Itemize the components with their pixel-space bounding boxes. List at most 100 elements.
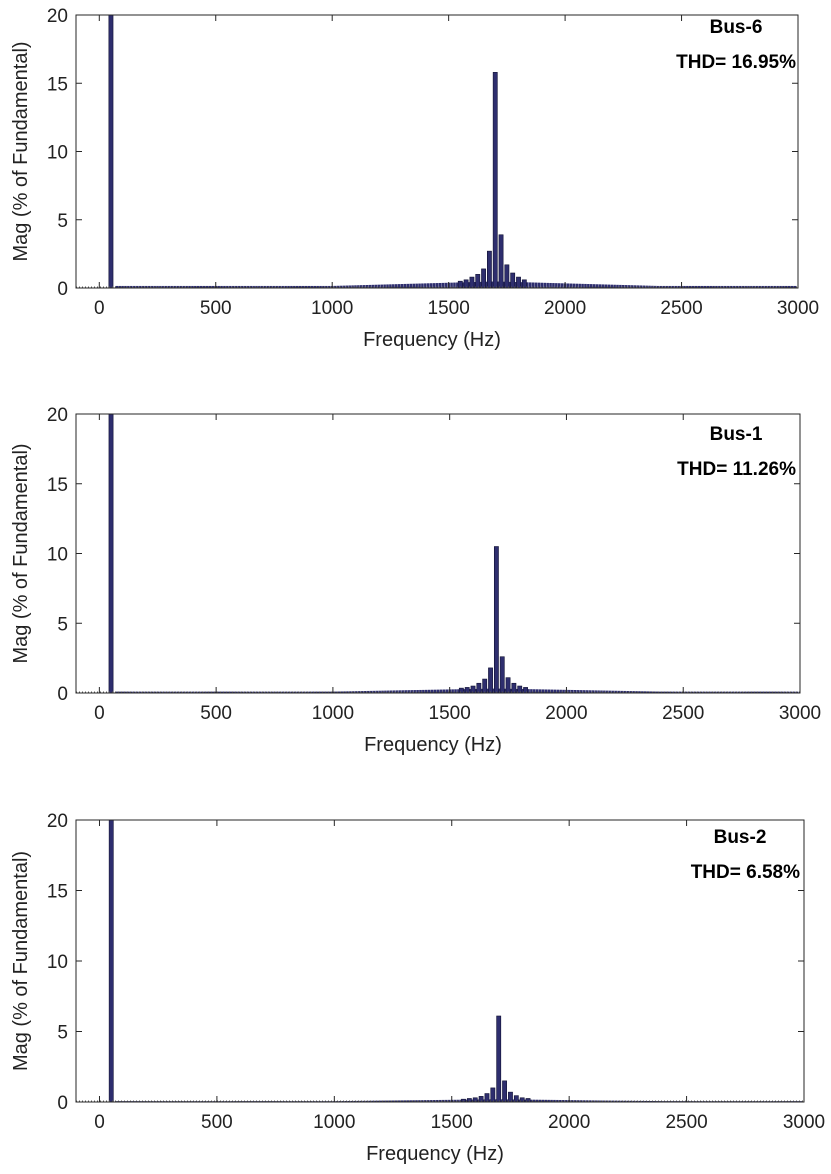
- y-tick-label: 15: [47, 882, 68, 903]
- floor-bar: [422, 689, 425, 693]
- floor-bar: [632, 1100, 636, 1102]
- floor-bar: [541, 689, 545, 693]
- floor-bar: [368, 1100, 371, 1102]
- floor-bar: [641, 691, 644, 693]
- x-axis-label: Frequency (Hz): [363, 329, 501, 351]
- bar-group: [108, 414, 799, 693]
- floor-bar: [272, 285, 276, 288]
- floor-bar: [781, 691, 784, 693]
- floor-bar: [115, 285, 119, 288]
- floor-bar: [235, 691, 238, 693]
- bar: [508, 1091, 513, 1102]
- bar: [521, 279, 527, 288]
- floor-bar: [729, 285, 733, 288]
- floor-bar: [237, 285, 241, 288]
- floor-bar: [371, 1100, 374, 1102]
- floor-bar: [560, 283, 564, 288]
- floor-bar: [359, 1100, 363, 1102]
- floor-bar: [397, 284, 401, 288]
- x-tick-label: 1500: [431, 1112, 473, 1133]
- floor-bar: [543, 282, 547, 288]
- floor-bar: [433, 689, 437, 693]
- floor-bar: [442, 689, 446, 693]
- floor-bar: [688, 285, 692, 288]
- floor-bar: [496, 281, 500, 288]
- floor-bar: [354, 691, 358, 693]
- floor-bar: [185, 285, 188, 288]
- floor-bar: [424, 1100, 427, 1102]
- axes-box: [75, 413, 801, 694]
- floor-bar: [346, 691, 349, 693]
- floor-bar: [130, 285, 133, 288]
- floor-bar: [776, 285, 779, 288]
- floor-bar: [624, 285, 628, 288]
- floor-bar: [787, 285, 791, 288]
- floor-bar: [394, 284, 398, 288]
- floor-bar: [310, 285, 314, 288]
- floor-bar: [457, 689, 460, 693]
- floor-bar: [647, 1100, 650, 1102]
- x-tick-label: 1000: [312, 703, 354, 724]
- floor-bar: [205, 285, 209, 288]
- floor-bar: [544, 1099, 547, 1102]
- floor-bar: [416, 690, 419, 693]
- floor-bar: [426, 1100, 430, 1102]
- floor-bar: [391, 1100, 395, 1102]
- floor-bar: [115, 691, 119, 693]
- floor-bar: [619, 284, 622, 288]
- floor-bar: [206, 691, 209, 693]
- floor-bar: [661, 691, 665, 693]
- floor-bar: [229, 285, 232, 288]
- floor-bar: [576, 690, 580, 693]
- bar: [492, 72, 498, 288]
- floor-bar: [232, 691, 235, 693]
- floor-bar: [439, 689, 443, 693]
- bar: [488, 667, 493, 693]
- floor-bar: [121, 691, 125, 693]
- floor-bar: [610, 284, 613, 288]
- floor-bar: [740, 691, 743, 693]
- floor-bar: [322, 285, 325, 288]
- floor-bar: [413, 690, 416, 693]
- floor-bar: [474, 688, 478, 693]
- floor-bar: [432, 283, 436, 288]
- floor-bar: [220, 285, 223, 288]
- floor-bar: [721, 285, 724, 288]
- floor-bar: [709, 285, 712, 288]
- floor-bar: [424, 283, 427, 288]
- floor-bar: [790, 285, 794, 288]
- floor-bar: [400, 1100, 404, 1102]
- floor-bar: [327, 285, 331, 288]
- floor-bar: [217, 691, 221, 693]
- floor-bar: [311, 691, 314, 693]
- floor-bar: [314, 691, 317, 693]
- floor-bar: [630, 285, 634, 288]
- floor-bar: [127, 691, 130, 693]
- bar: [510, 272, 516, 288]
- floor-bar: [418, 1100, 421, 1102]
- floor-bar: [138, 285, 142, 288]
- bar: [505, 677, 511, 693]
- floor-bar: [479, 281, 482, 288]
- floor-bar: [418, 283, 421, 288]
- floor-bar: [712, 285, 715, 288]
- floor-bar: [419, 689, 422, 693]
- floor-bar: [718, 285, 721, 288]
- floor-bar: [622, 284, 625, 288]
- floor-bar: [575, 283, 579, 288]
- floor-bar: [537, 282, 541, 288]
- floor-bar: [573, 690, 577, 693]
- floor-bar: [409, 283, 413, 288]
- floor-bar: [528, 282, 532, 288]
- bar: [108, 414, 114, 693]
- y-tick-label: 0: [57, 279, 68, 300]
- floor-bar: [208, 691, 212, 693]
- floor-bar: [782, 285, 785, 288]
- floor-bar: [298, 285, 302, 288]
- floor-bar: [613, 284, 616, 288]
- floor-bar: [525, 282, 529, 288]
- floor-bar: [317, 691, 320, 693]
- floor-bar: [287, 285, 290, 288]
- floor-bar: [767, 285, 771, 288]
- floor-bar: [377, 1100, 380, 1102]
